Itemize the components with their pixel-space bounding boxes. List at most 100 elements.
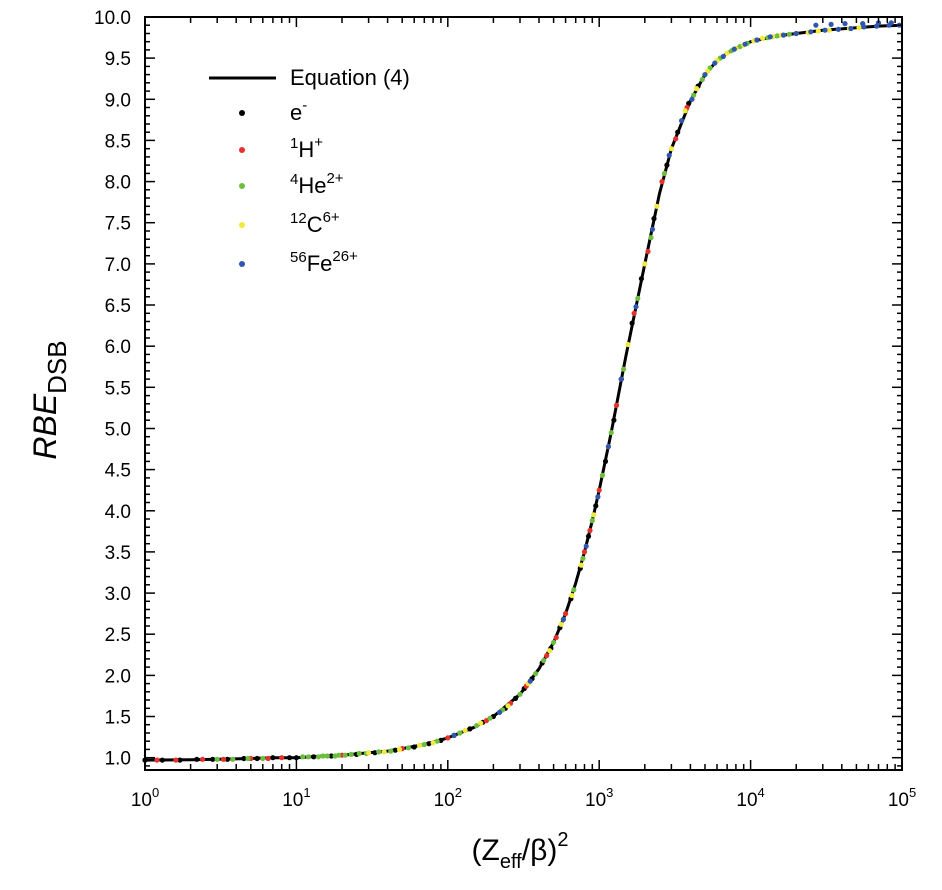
data-point bbox=[689, 96, 695, 102]
data-point bbox=[512, 695, 519, 702]
data-point bbox=[642, 261, 648, 267]
data-point bbox=[478, 720, 484, 726]
x-tick-label: 102 bbox=[434, 785, 462, 811]
y-tick-label: 7.5 bbox=[105, 214, 131, 235]
data-point bbox=[396, 746, 403, 753]
data-point bbox=[392, 747, 398, 753]
y-tick-label: 3.0 bbox=[105, 584, 131, 605]
y-axis-title-italic: RBE bbox=[27, 393, 63, 459]
data-point bbox=[591, 512, 597, 518]
data-point bbox=[648, 235, 654, 241]
series-4 bbox=[451, 20, 902, 739]
legend-item: 56Fe26+ bbox=[239, 248, 358, 276]
data-point bbox=[631, 310, 637, 316]
data-point bbox=[625, 341, 631, 348]
y-tick-label: 8.5 bbox=[105, 131, 131, 152]
data-point bbox=[426, 741, 432, 747]
y-axis-title: RBEDSB bbox=[27, 340, 72, 459]
data-point bbox=[808, 29, 814, 35]
x-axis-title: (Zeff/β)2 bbox=[472, 829, 569, 873]
data-point bbox=[649, 226, 656, 232]
data-point bbox=[445, 735, 451, 741]
y-tick-label: 5.0 bbox=[105, 420, 131, 441]
equation-4-curve bbox=[144, 23, 903, 762]
data-point bbox=[589, 518, 595, 524]
data-point bbox=[220, 756, 227, 762]
data-point bbox=[194, 756, 200, 762]
data-point bbox=[860, 21, 866, 27]
data-point bbox=[786, 31, 792, 37]
data-point bbox=[578, 562, 584, 568]
data-point bbox=[324, 753, 330, 759]
legend-point-swatch bbox=[239, 110, 245, 116]
data-point bbox=[826, 27, 832, 33]
data-point bbox=[842, 21, 848, 27]
data-point bbox=[611, 417, 617, 423]
data-point bbox=[595, 494, 601, 500]
data-point bbox=[571, 587, 577, 593]
data-point bbox=[583, 543, 589, 549]
data-point bbox=[356, 750, 362, 757]
data-point bbox=[724, 50, 730, 56]
data-point bbox=[569, 592, 575, 599]
y-tick-label: 2.5 bbox=[105, 625, 131, 646]
y-tick-label: 5.5 bbox=[105, 378, 131, 399]
data-point bbox=[434, 738, 440, 744]
data-point bbox=[366, 750, 372, 756]
data-point bbox=[754, 37, 760, 43]
data-point bbox=[527, 678, 533, 684]
data-point bbox=[210, 756, 216, 762]
legend-item: 4He2+ bbox=[239, 170, 344, 198]
data-point bbox=[581, 549, 588, 555]
x-axis-title-base: (Z bbox=[472, 834, 500, 867]
legend-label: 4He2+ bbox=[290, 170, 344, 198]
data-point bbox=[462, 727, 468, 734]
data-point bbox=[467, 726, 473, 732]
legend-label: 1H+ bbox=[290, 134, 323, 162]
data-point bbox=[311, 754, 317, 760]
data-point bbox=[457, 730, 463, 736]
legend-item: 12C6+ bbox=[239, 209, 340, 237]
data-point bbox=[679, 118, 685, 124]
data-point bbox=[633, 304, 639, 310]
data-point bbox=[293, 755, 299, 761]
data-point bbox=[547, 648, 553, 654]
data-point bbox=[618, 376, 624, 382]
data-point bbox=[260, 755, 266, 762]
data-point bbox=[279, 755, 285, 761]
data-point bbox=[381, 749, 387, 755]
legend-point-swatch bbox=[239, 222, 245, 228]
data-point bbox=[348, 751, 354, 758]
data-point bbox=[320, 753, 326, 759]
data-point bbox=[587, 527, 593, 534]
legend-label: e- bbox=[290, 97, 307, 125]
data-point bbox=[430, 740, 436, 746]
data-point bbox=[780, 32, 787, 38]
data-point bbox=[593, 503, 599, 509]
data-point bbox=[558, 621, 564, 627]
data-point bbox=[822, 27, 828, 33]
series-3 bbox=[366, 25, 862, 756]
data-point bbox=[774, 33, 780, 39]
data-point bbox=[654, 203, 660, 209]
data-point bbox=[487, 715, 493, 721]
y-tick-label: 1.0 bbox=[105, 749, 131, 770]
data-point bbox=[305, 754, 311, 760]
data-point bbox=[416, 742, 423, 748]
data-point bbox=[661, 170, 668, 176]
data-point bbox=[214, 756, 220, 762]
data-point bbox=[828, 21, 834, 27]
data-point bbox=[376, 749, 382, 755]
data-point bbox=[544, 653, 550, 659]
equation-curve-layer bbox=[144, 23, 903, 762]
data-point bbox=[666, 152, 672, 158]
legend-item: 1H+ bbox=[239, 134, 323, 162]
y-tick-labels: 1.0 1.5 2.0 2.5 3.0 3.5 4.0 4.5 5.0 5.5 6.0 6.5 7.0 7… bbox=[94, 8, 131, 770]
data-point bbox=[605, 444, 612, 450]
data-point bbox=[474, 723, 480, 729]
data-point bbox=[813, 22, 819, 28]
y-tick-label: 8.0 bbox=[105, 173, 131, 194]
data-point bbox=[265, 755, 271, 762]
legend-point-swatch bbox=[239, 183, 245, 189]
plot-frame bbox=[144, 16, 903, 771]
